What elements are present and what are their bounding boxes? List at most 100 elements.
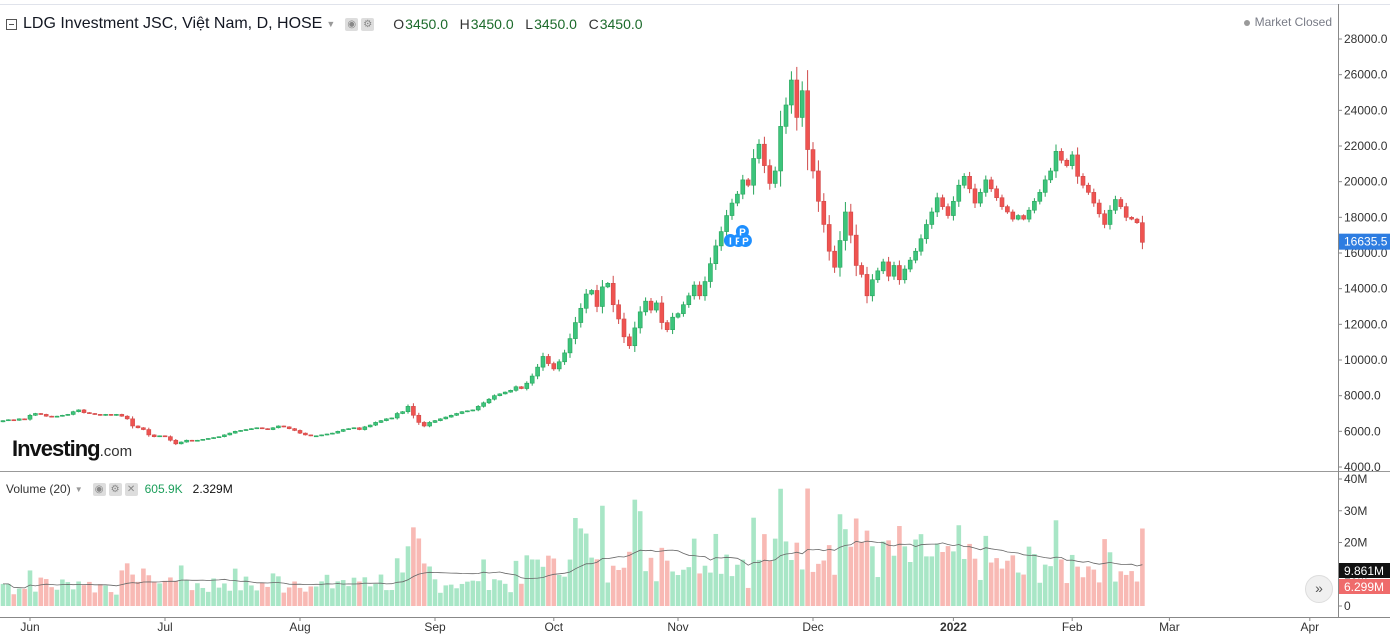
candle[interactable] xyxy=(913,250,918,261)
candle[interactable] xyxy=(27,414,33,420)
candle[interactable] xyxy=(238,430,243,432)
candle[interactable] xyxy=(340,429,346,432)
candle[interactable] xyxy=(934,197,940,213)
candle[interactable] xyxy=(1134,218,1140,223)
candle[interactable] xyxy=(729,202,735,216)
candle[interactable] xyxy=(254,427,260,430)
candle[interactable] xyxy=(1042,179,1048,193)
candle[interactable] xyxy=(308,434,314,437)
candle[interactable] xyxy=(756,143,762,159)
collapse-icon[interactable] xyxy=(6,18,17,30)
candle[interactable] xyxy=(967,176,972,190)
candle[interactable] xyxy=(832,250,837,268)
candle[interactable] xyxy=(961,176,967,186)
candle[interactable] xyxy=(799,90,805,118)
candle[interactable] xyxy=(178,441,184,445)
candle[interactable] xyxy=(988,179,994,190)
candle[interactable] xyxy=(303,432,308,436)
candle[interactable] xyxy=(243,429,249,431)
candle[interactable] xyxy=(724,215,729,232)
candle[interactable] xyxy=(627,336,632,347)
candle[interactable] xyxy=(897,265,902,281)
candle[interactable] xyxy=(713,245,719,265)
candle[interactable] xyxy=(405,406,411,413)
candle[interactable] xyxy=(114,414,119,416)
candle[interactable] xyxy=(805,90,810,150)
candle[interactable] xyxy=(1005,206,1010,213)
candle[interactable] xyxy=(351,427,357,430)
candle[interactable] xyxy=(945,206,951,216)
candle[interactable] xyxy=(319,434,324,437)
candle[interactable] xyxy=(859,265,864,275)
candle[interactable] xyxy=(621,318,627,338)
candle[interactable] xyxy=(389,417,395,420)
candle[interactable] xyxy=(357,427,362,430)
candle[interactable] xyxy=(648,300,654,311)
candle[interactable] xyxy=(416,414,422,423)
candle[interactable] xyxy=(286,426,292,429)
candle[interactable] xyxy=(1021,215,1026,220)
candle[interactable] xyxy=(778,126,783,172)
candle[interactable] xyxy=(33,413,38,416)
candle[interactable] xyxy=(762,143,767,166)
candle[interactable] xyxy=(540,356,546,368)
candle[interactable] xyxy=(843,211,848,241)
candle[interactable] xyxy=(362,426,368,430)
candle[interactable] xyxy=(529,375,535,384)
candle[interactable] xyxy=(108,414,114,416)
candle[interactable] xyxy=(173,439,179,445)
candle[interactable] xyxy=(22,418,27,421)
candle[interactable] xyxy=(378,420,384,423)
candle[interactable] xyxy=(810,149,816,172)
candle[interactable] xyxy=(151,434,157,437)
candle[interactable] xyxy=(546,356,551,364)
candle[interactable] xyxy=(783,104,789,127)
candle[interactable] xyxy=(1086,184,1091,193)
candle[interactable] xyxy=(1102,213,1107,225)
candle[interactable] xyxy=(162,435,168,438)
candle[interactable] xyxy=(848,211,854,236)
candle[interactable] xyxy=(1026,209,1032,220)
candle[interactable] xyxy=(691,284,697,297)
candle[interactable] xyxy=(789,79,794,106)
candle[interactable] xyxy=(718,231,724,247)
candle[interactable] xyxy=(324,433,330,436)
candle[interactable] xyxy=(292,428,297,431)
candle[interactable] xyxy=(502,391,508,395)
candle[interactable] xyxy=(281,425,287,428)
candle[interactable] xyxy=(594,290,600,307)
candle[interactable] xyxy=(60,414,65,417)
candle[interactable] xyxy=(6,419,11,422)
candle[interactable] xyxy=(573,322,578,339)
candle[interactable] xyxy=(524,382,530,389)
settings-icon[interactable]: ⚙ xyxy=(108,482,122,496)
eye-icon[interactable]: ◉ xyxy=(345,17,359,31)
candle[interactable] xyxy=(513,386,519,391)
candle[interactable] xyxy=(1010,211,1016,220)
candle[interactable] xyxy=(0,420,6,423)
candle[interactable] xyxy=(1140,222,1145,243)
candle[interactable] xyxy=(583,293,589,309)
candle[interactable] xyxy=(643,300,648,313)
candle[interactable] xyxy=(891,265,897,277)
candle[interactable] xyxy=(1037,192,1043,202)
candle[interactable] xyxy=(146,429,152,436)
candle[interactable] xyxy=(751,158,756,186)
candle[interactable] xyxy=(297,430,303,434)
candle[interactable] xyxy=(1113,199,1118,211)
candle[interactable] xyxy=(346,428,351,430)
candle[interactable] xyxy=(999,197,1005,207)
eye-icon[interactable]: ◉ xyxy=(92,482,106,496)
candle[interactable] xyxy=(205,438,211,440)
candle[interactable] xyxy=(675,313,681,318)
candle[interactable] xyxy=(97,414,103,416)
candle[interactable] xyxy=(605,283,611,288)
candle[interactable] xyxy=(330,432,335,435)
candle[interactable] xyxy=(1015,215,1021,220)
candle[interactable] xyxy=(654,302,659,311)
candle[interactable] xyxy=(232,431,238,434)
candle[interactable] xyxy=(924,224,929,240)
candle[interactable] xyxy=(1048,170,1053,181)
candle[interactable] xyxy=(119,414,125,417)
